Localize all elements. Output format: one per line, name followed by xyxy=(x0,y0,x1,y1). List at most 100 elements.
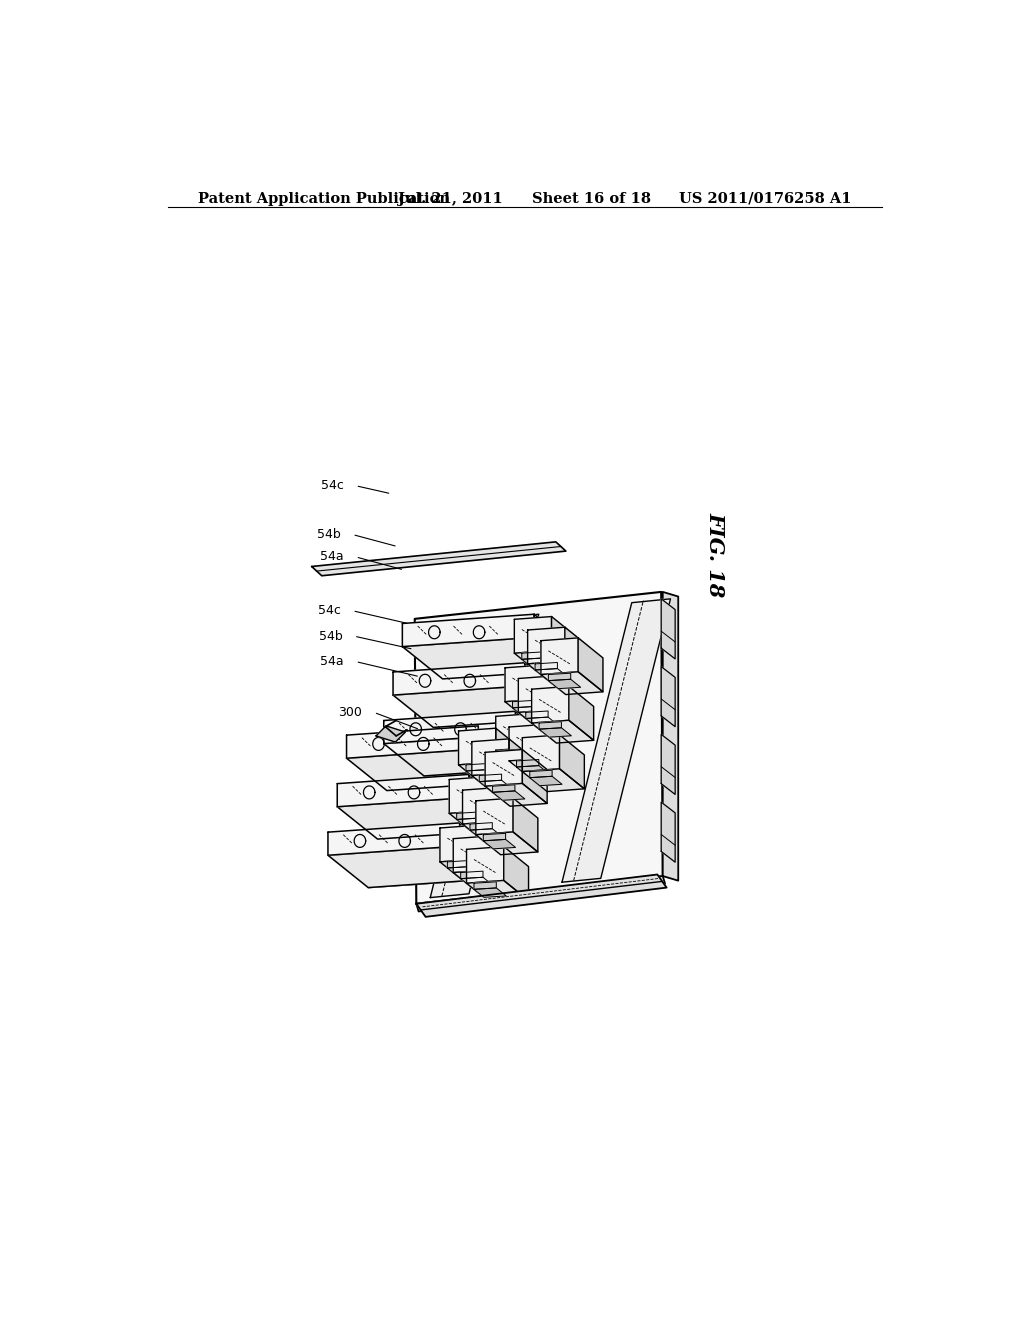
Polygon shape xyxy=(483,840,515,849)
Polygon shape xyxy=(402,638,574,678)
Polygon shape xyxy=(461,878,493,887)
Polygon shape xyxy=(532,714,558,767)
Polygon shape xyxy=(467,880,528,903)
Polygon shape xyxy=(430,614,539,898)
Polygon shape xyxy=(466,763,488,771)
Polygon shape xyxy=(476,832,538,855)
Polygon shape xyxy=(461,871,483,879)
Polygon shape xyxy=(546,725,571,779)
Text: 300: 300 xyxy=(338,706,362,719)
Polygon shape xyxy=(543,665,567,719)
Polygon shape xyxy=(509,758,571,781)
Polygon shape xyxy=(472,772,534,796)
Polygon shape xyxy=(450,810,511,833)
Polygon shape xyxy=(479,774,502,781)
Text: 54c: 54c xyxy=(317,605,341,618)
Polygon shape xyxy=(415,591,663,904)
Polygon shape xyxy=(525,711,548,718)
Polygon shape xyxy=(476,799,513,834)
Polygon shape xyxy=(496,714,532,750)
Text: US 2011/0176258 A1: US 2011/0176258 A1 xyxy=(679,191,852,206)
Polygon shape xyxy=(369,855,500,887)
Polygon shape xyxy=(522,768,585,792)
Polygon shape xyxy=(483,833,506,841)
Polygon shape xyxy=(479,780,512,789)
Polygon shape xyxy=(417,875,667,917)
Polygon shape xyxy=(460,822,500,878)
Polygon shape xyxy=(402,614,535,647)
Polygon shape xyxy=(516,759,539,767)
Polygon shape xyxy=(525,717,558,726)
Polygon shape xyxy=(424,743,556,776)
Polygon shape xyxy=(559,735,585,789)
Polygon shape xyxy=(450,776,486,813)
Polygon shape xyxy=(518,676,556,713)
Polygon shape xyxy=(531,721,594,743)
Polygon shape xyxy=(337,775,469,807)
Polygon shape xyxy=(569,686,594,741)
Polygon shape xyxy=(549,680,581,689)
Polygon shape xyxy=(463,788,500,824)
Polygon shape xyxy=(459,762,520,785)
Polygon shape xyxy=(328,846,500,887)
Polygon shape xyxy=(384,711,515,743)
Polygon shape xyxy=(378,807,509,840)
Polygon shape xyxy=(376,726,406,742)
Polygon shape xyxy=(466,770,499,779)
Polygon shape xyxy=(417,876,665,911)
Polygon shape xyxy=(504,846,528,900)
Polygon shape xyxy=(486,776,511,830)
Polygon shape xyxy=(541,638,579,675)
Polygon shape xyxy=(509,739,534,793)
Polygon shape xyxy=(490,836,515,890)
Polygon shape xyxy=(493,791,525,800)
Polygon shape xyxy=(505,700,567,722)
Polygon shape xyxy=(485,750,522,787)
Polygon shape xyxy=(663,591,678,880)
Polygon shape xyxy=(457,818,488,828)
Polygon shape xyxy=(512,701,535,708)
Polygon shape xyxy=(552,616,577,671)
Text: 54a: 54a xyxy=(321,550,344,564)
Polygon shape xyxy=(531,686,569,723)
Polygon shape xyxy=(470,829,502,838)
Polygon shape xyxy=(524,663,565,718)
Polygon shape xyxy=(337,797,509,840)
Polygon shape xyxy=(472,739,509,776)
Polygon shape xyxy=(562,599,671,882)
Polygon shape xyxy=(515,711,556,767)
Polygon shape xyxy=(477,825,502,879)
Polygon shape xyxy=(454,836,490,873)
Polygon shape xyxy=(346,726,478,758)
Polygon shape xyxy=(440,859,502,882)
Polygon shape xyxy=(662,734,675,795)
Polygon shape xyxy=(459,729,496,764)
Polygon shape xyxy=(447,867,479,876)
Polygon shape xyxy=(579,638,603,692)
Polygon shape xyxy=(387,758,518,791)
Polygon shape xyxy=(346,748,518,791)
Polygon shape xyxy=(328,822,460,855)
Polygon shape xyxy=(518,710,581,733)
Polygon shape xyxy=(463,821,524,843)
Polygon shape xyxy=(505,665,543,702)
Polygon shape xyxy=(556,676,581,730)
Polygon shape xyxy=(539,727,571,737)
Polygon shape xyxy=(500,788,524,841)
Polygon shape xyxy=(522,735,559,772)
Polygon shape xyxy=(535,614,574,669)
Polygon shape xyxy=(447,861,470,869)
Polygon shape xyxy=(514,651,577,673)
Polygon shape xyxy=(469,775,509,830)
Text: FIG. 18: FIG. 18 xyxy=(706,512,725,598)
Text: 54b: 54b xyxy=(317,528,341,541)
Polygon shape xyxy=(662,667,675,726)
Text: 54b: 54b xyxy=(318,630,342,643)
Polygon shape xyxy=(470,822,493,830)
Polygon shape xyxy=(457,812,479,820)
Polygon shape xyxy=(474,882,497,890)
Polygon shape xyxy=(662,803,675,862)
Polygon shape xyxy=(512,706,545,715)
Polygon shape xyxy=(393,663,524,696)
Polygon shape xyxy=(539,722,561,729)
